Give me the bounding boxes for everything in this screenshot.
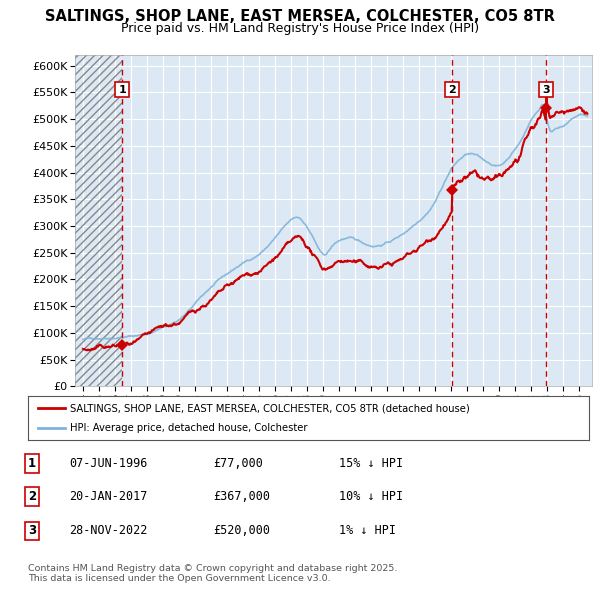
Text: 1% ↓ HPI: 1% ↓ HPI bbox=[339, 525, 396, 537]
Text: 10% ↓ HPI: 10% ↓ HPI bbox=[339, 490, 403, 503]
Text: £520,000: £520,000 bbox=[213, 525, 270, 537]
Text: SALTINGS, SHOP LANE, EAST MERSEA, COLCHESTER, CO5 8TR (detached house): SALTINGS, SHOP LANE, EAST MERSEA, COLCHE… bbox=[70, 403, 470, 413]
Text: 1: 1 bbox=[28, 457, 36, 470]
Text: SALTINGS, SHOP LANE, EAST MERSEA, COLCHESTER, CO5 8TR: SALTINGS, SHOP LANE, EAST MERSEA, COLCHE… bbox=[45, 9, 555, 24]
Text: Price paid vs. HM Land Registry's House Price Index (HPI): Price paid vs. HM Land Registry's House … bbox=[121, 22, 479, 35]
Text: Contains HM Land Registry data © Crown copyright and database right 2025.
This d: Contains HM Land Registry data © Crown c… bbox=[28, 563, 398, 583]
Text: HPI: Average price, detached house, Colchester: HPI: Average price, detached house, Colc… bbox=[70, 423, 308, 433]
Text: 1: 1 bbox=[118, 84, 126, 94]
Text: 20-JAN-2017: 20-JAN-2017 bbox=[69, 490, 148, 503]
Text: £77,000: £77,000 bbox=[213, 457, 263, 470]
Text: 2: 2 bbox=[28, 490, 36, 503]
Text: 28-NOV-2022: 28-NOV-2022 bbox=[69, 525, 148, 537]
Text: 3: 3 bbox=[28, 525, 36, 537]
Text: 15% ↓ HPI: 15% ↓ HPI bbox=[339, 457, 403, 470]
Bar bbox=[75, 55, 122, 386]
Text: £367,000: £367,000 bbox=[213, 490, 270, 503]
Text: 3: 3 bbox=[542, 84, 550, 94]
Text: 07-JUN-1996: 07-JUN-1996 bbox=[69, 457, 148, 470]
Text: 2: 2 bbox=[448, 84, 456, 94]
